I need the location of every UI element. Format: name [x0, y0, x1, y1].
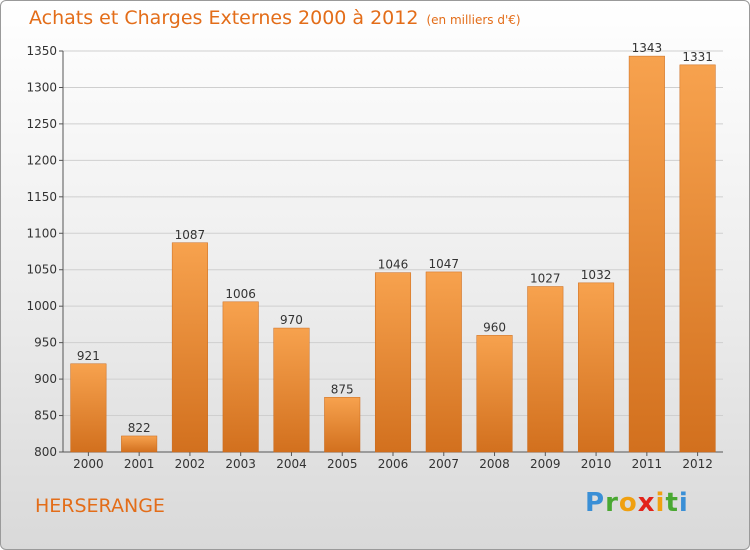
bar-2009 — [527, 286, 564, 453]
bar-2012 — [679, 64, 716, 453]
bar-2002 — [171, 242, 208, 453]
y-tick-label: 1250 — [26, 117, 57, 131]
logo-letter: o — [618, 488, 638, 518]
bar-2008 — [476, 335, 513, 453]
x-tick-label-2001: 2001 — [124, 457, 155, 471]
bar-2003 — [222, 301, 259, 453]
y-tick-label: 1000 — [26, 299, 57, 313]
x-tick-label-2009: 2009 — [530, 457, 561, 471]
y-tick-label: 1200 — [26, 153, 57, 167]
y-tick-label: 800 — [34, 445, 57, 459]
data-label-2003: 1006 — [225, 287, 256, 301]
x-tick-label-2012: 2012 — [682, 457, 713, 471]
data-label-2005: 875 — [331, 382, 354, 396]
y-tick-label: 1350 — [26, 44, 57, 58]
data-label-2007: 1047 — [428, 257, 459, 271]
commune-name: HERSERANGE — [35, 495, 165, 517]
logo-letter: r — [605, 488, 619, 518]
bar-2004 — [273, 327, 310, 453]
data-label-2002: 1087 — [175, 228, 206, 242]
chart-subtitle: (en milliers d'€) — [426, 13, 521, 27]
bar-2001 — [121, 435, 158, 453]
data-label-2012: 1331 — [682, 50, 713, 64]
axes: 800 850 900 950 1000 1050 1100 1150 1200 1250 1300… — [26, 44, 723, 471]
x-tick-label-2010: 2010 — [581, 457, 612, 471]
logo-letter: x — [637, 488, 656, 518]
x-tick-label-2011: 2011 — [632, 457, 663, 471]
data-label-2004: 970 — [280, 313, 303, 327]
data-label-2010: 1032 — [581, 268, 612, 282]
bar-2011 — [628, 55, 665, 453]
x-tick-label-2004: 2004 — [276, 457, 307, 471]
data-label-2009: 1027 — [530, 271, 561, 285]
y-tick-label: 1300 — [26, 80, 57, 94]
bar-2010 — [578, 282, 615, 453]
y-tick-label: 850 — [34, 409, 57, 423]
y-tick-label: 1150 — [26, 190, 57, 204]
logo-letter: t — [665, 488, 679, 518]
logo-letter: i — [678, 488, 689, 518]
data-label-2006: 1046 — [378, 258, 409, 272]
bar-2005 — [324, 397, 361, 453]
bars — [70, 55, 716, 453]
y-tick-label: 1050 — [26, 263, 57, 277]
data-label-2011: 1343 — [632, 41, 663, 55]
y-tick-label: 900 — [34, 372, 57, 386]
x-tick-label-2007: 2007 — [428, 457, 459, 471]
data-label-2008: 960 — [483, 320, 506, 334]
logo-letter: i — [655, 488, 666, 518]
x-tick-label-2006: 2006 — [378, 457, 409, 471]
bar-2006 — [374, 272, 412, 453]
x-tick-label-2008: 2008 — [479, 457, 510, 471]
logo-letter: P — [585, 488, 606, 518]
bar-2007 — [425, 271, 462, 453]
proxiti-logo: Proxiti — [585, 488, 689, 518]
x-tick-label-2000: 2000 — [73, 457, 104, 471]
data-label-2001: 822 — [128, 421, 151, 435]
chart-title-text: Achats et Charges Externes 2000 à 2012 — [29, 7, 419, 29]
x-tick-label-2005: 2005 — [327, 457, 358, 471]
y-tick-label: 1100 — [26, 226, 57, 240]
bar-2000 — [70, 363, 107, 453]
data-labels: 921 822 1087 1006 970 875 1046 1047 960 1027 1032 1… — [77, 41, 713, 435]
data-label-2000: 921 — [77, 349, 100, 363]
x-tick-label-2003: 2003 — [225, 457, 256, 471]
chart-title: Achats et Charges Externes 2000 à 2012 (e… — [29, 7, 521, 29]
y-tick-label: 950 — [34, 336, 57, 350]
x-tick-label-2002: 2002 — [175, 457, 206, 471]
